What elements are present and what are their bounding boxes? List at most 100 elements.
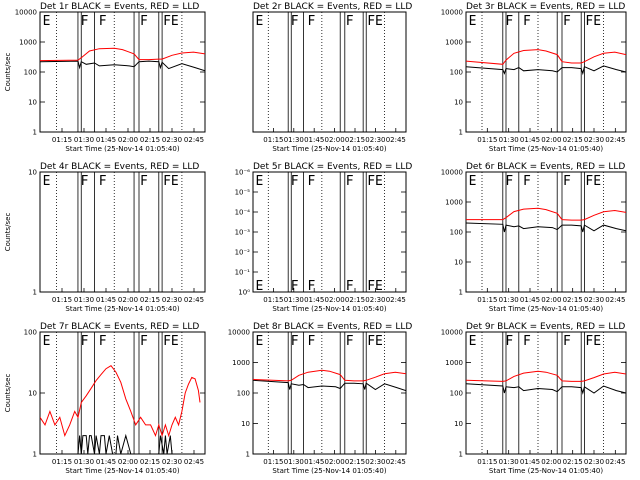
x-tick-label: 01:45 — [96, 296, 116, 304]
x-axis-label: Start Time (25-Nov-14 01:05:40) — [65, 145, 179, 153]
x-tick-label: 02:30 — [365, 458, 385, 466]
x-tick-label: 01:15 — [52, 458, 72, 466]
event-marker-top: F — [523, 334, 531, 349]
event-marker-top: FE — [585, 174, 601, 189]
event-marker-top: E — [43, 334, 51, 349]
lld-series-line — [466, 49, 626, 65]
lld-series-line — [253, 369, 406, 382]
x-tick-label: 01:45 — [520, 296, 540, 304]
plot-frame — [252, 11, 407, 133]
event-marker-top: F — [140, 174, 148, 189]
event-marker-top: E — [256, 334, 264, 349]
event-marker-top: FE — [585, 14, 601, 29]
event-marker-top: E — [43, 174, 51, 189]
event-marker-top: FE — [367, 14, 383, 29]
y-tick-label: 10 — [28, 99, 37, 107]
event-marker-bottom: F — [308, 279, 316, 294]
plot-frame — [465, 331, 627, 455]
lld-series-line — [466, 207, 626, 221]
event-marker-top: F — [346, 334, 354, 349]
plot-frame — [465, 11, 627, 133]
x-tick-label: 01:45 — [96, 136, 116, 144]
x-tick-label: 02:30 — [584, 136, 604, 144]
event-marker-top: FE — [163, 334, 179, 349]
x-tick-label: 01:30 — [499, 136, 519, 144]
events-series-line — [40, 60, 205, 72]
x-tick-label: 02:45 — [386, 136, 406, 144]
y-tick-label: 10000 — [441, 9, 463, 17]
x-axis-label: Start Time (25-Nov-14 01:05:40) — [272, 305, 386, 313]
y-tick-label: 1000 — [19, 39, 37, 47]
y-tick-label: 10⁻² — [235, 249, 251, 257]
panel-3: Det 3r BLACK = Events, RED = LLD 1 10 100 10… — [441, 2, 627, 153]
y-tick-label: 10⁻¹ — [235, 269, 251, 277]
x-axis-label: Start Time (25-Nov-14 01:05:40) — [65, 305, 179, 313]
y-tick-label: 10 — [28, 169, 37, 177]
x-axis-label: Start Time (25-Nov-14 01:05:40) — [489, 305, 603, 313]
event-marker-top: F — [523, 174, 531, 189]
x-tick-label: 02:15 — [140, 458, 160, 466]
x-axis-label: Start Time (25-Nov-14 01:05:40) — [489, 467, 603, 475]
x-tick-label: 02:30 — [162, 136, 182, 144]
x-tick-label: 02:30 — [365, 136, 385, 144]
x-tick-label: 02:15 — [563, 136, 583, 144]
y-tick-label: 10000 — [441, 169, 463, 177]
y-tick-label: 10⁻³ — [235, 229, 251, 237]
x-tick-label: 01:15 — [263, 458, 283, 466]
plot-frame — [465, 171, 627, 293]
y-tick-label: 100 — [24, 69, 37, 77]
y-tick-label: 10 — [28, 390, 37, 398]
event-marker-top: F — [308, 334, 316, 349]
panel-title: Det 7r BLACK = Events, RED = LLD — [40, 322, 199, 332]
y-tick-label: 1 — [459, 289, 463, 297]
x-tick-label: 01:15 — [52, 296, 72, 304]
y-axis-label: Counts/sec — [4, 213, 12, 252]
panel-title: Det 4r BLACK = Events, RED = LLD — [40, 162, 199, 172]
event-marker-top: F — [308, 174, 316, 189]
y-tick-label: 1 — [33, 451, 37, 459]
y-tick-label: 1 — [459, 129, 463, 137]
y-axis-label: Counts/sec — [4, 374, 12, 413]
x-tick-label: 02:15 — [563, 296, 583, 304]
y-tick-label: 1 — [246, 451, 250, 459]
x-tick-label: 02:45 — [605, 458, 625, 466]
lld-series-line — [466, 370, 626, 382]
y-tick-label: 1 — [33, 129, 37, 137]
panel-4: Det 4r BLACK = Events, RED = LLD 1 10 01:15… — [4, 162, 206, 313]
event-marker-top: E — [469, 174, 477, 189]
y-tick-label: 100 — [450, 229, 463, 237]
event-marker-bottom: F — [346, 279, 354, 294]
event-marker-bottom: FE — [367, 279, 383, 294]
x-tick-label: 02:00 — [541, 458, 561, 466]
x-tick-label: 01:30 — [74, 136, 94, 144]
x-tick-label: 02:30 — [584, 458, 604, 466]
event-marker-top: F — [291, 334, 299, 349]
x-tick-label: 01:15 — [477, 296, 497, 304]
y-tick-label: 10⁰ — [238, 289, 250, 297]
event-marker-top: F — [81, 334, 89, 349]
x-tick-label: 02:00 — [325, 458, 345, 466]
x-tick-label: 01:45 — [304, 296, 324, 304]
panel-7: Det 7r BLACK = Events, RED = LLD 1 10 100 01… — [4, 322, 206, 475]
x-tick-label: 02:00 — [541, 136, 561, 144]
x-tick-label: 01:30 — [499, 458, 519, 466]
event-marker-top: F — [505, 14, 513, 29]
panel-1: Det 1r BLACK = Events, RED = LLD 1 10 100 10… — [4, 2, 206, 153]
x-tick-label: 02:45 — [605, 136, 625, 144]
event-marker-top: F — [99, 174, 107, 189]
lld-series-line — [40, 47, 205, 62]
x-tick-label: 01:30 — [499, 296, 519, 304]
event-marker-top: FE — [163, 174, 179, 189]
y-tick-label: 1000 — [445, 199, 463, 207]
event-marker-bottom: F — [291, 279, 299, 294]
event-marker-top: E — [469, 14, 477, 29]
event-marker-top: F — [346, 14, 354, 29]
panel-title: Det 6r BLACK = Events, RED = LLD — [466, 162, 625, 172]
event-marker-top: FE — [367, 334, 383, 349]
x-tick-label: 02:45 — [184, 296, 204, 304]
x-tick-label: 02:15 — [345, 458, 365, 466]
y-tick-label: 10000 — [441, 329, 463, 337]
event-marker-bottom: E — [256, 279, 264, 294]
y-tick-label: 10 — [454, 259, 463, 267]
